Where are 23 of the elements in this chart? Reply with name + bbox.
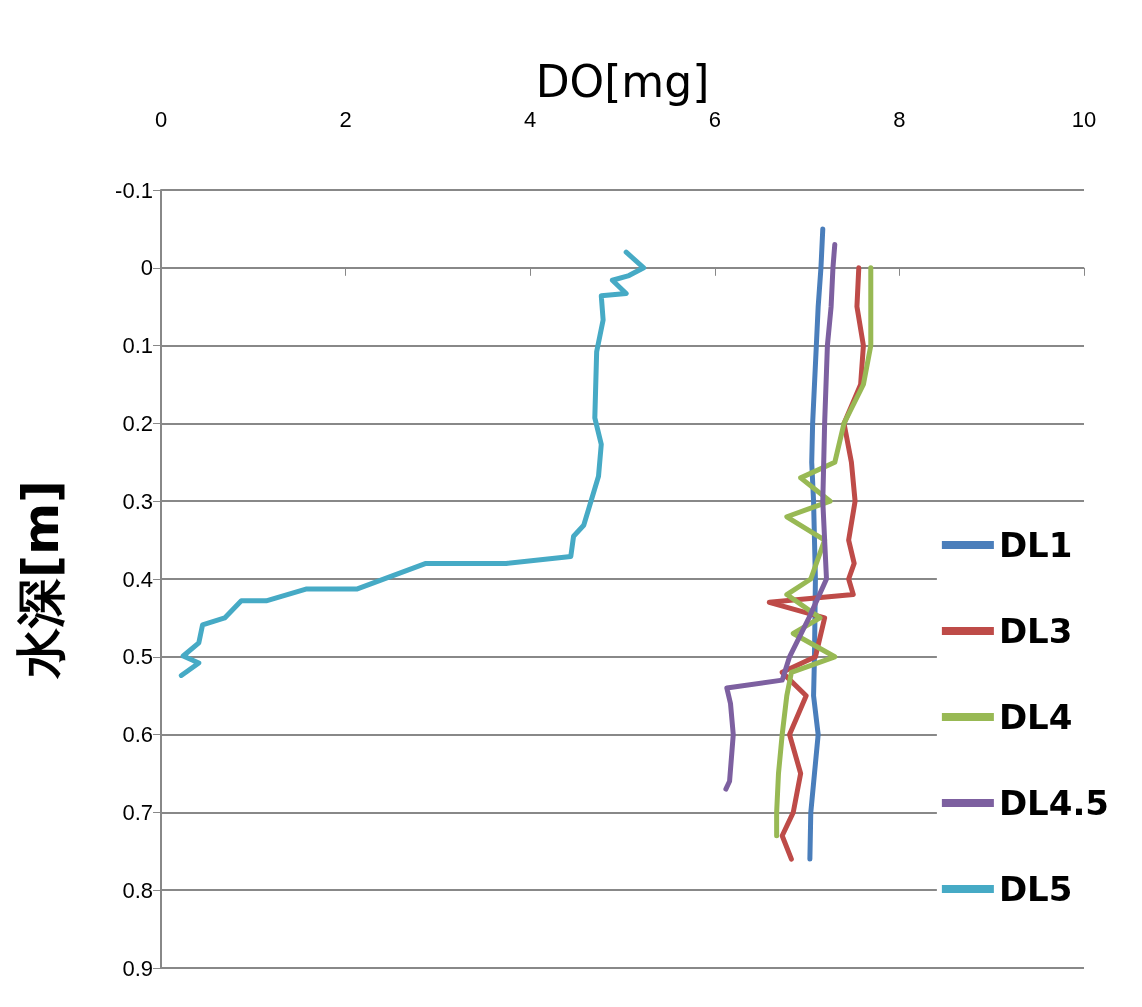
y-tick-label: 0.3: [122, 488, 153, 514]
y-tick-label: -0.1: [115, 177, 153, 203]
y-tick-label: 0.7: [122, 799, 153, 825]
y-tick-label: 0.5: [122, 644, 153, 670]
legend-label: DL4.5: [998, 783, 1110, 823]
x-tick-label: 6: [708, 106, 721, 132]
y-tick-label: 0.1: [122, 333, 153, 359]
x-tick-label: 4: [524, 106, 537, 132]
legend-label: DL3: [998, 611, 1073, 651]
legend-label: DL5: [998, 869, 1073, 909]
y-tick-label: 0.6: [122, 722, 153, 748]
y-tick-label: 0.2: [122, 410, 153, 436]
x-tick-label: 2: [339, 106, 352, 132]
legend-label: DL1: [998, 525, 1073, 565]
y-tick-label: 0.4: [122, 566, 153, 592]
x-tick-label: 10: [1071, 106, 1097, 132]
x-axis-title: DO[mg]: [535, 55, 710, 107]
y-axis-title: 水深[m]: [12, 480, 70, 680]
y-tick-label: 0: [140, 255, 153, 281]
x-tick-label: 8: [893, 106, 906, 132]
y-tick-label: 0.8: [122, 877, 153, 903]
legend-label: DL4: [998, 697, 1073, 737]
y-tick-label: 0.9: [122, 955, 153, 981]
